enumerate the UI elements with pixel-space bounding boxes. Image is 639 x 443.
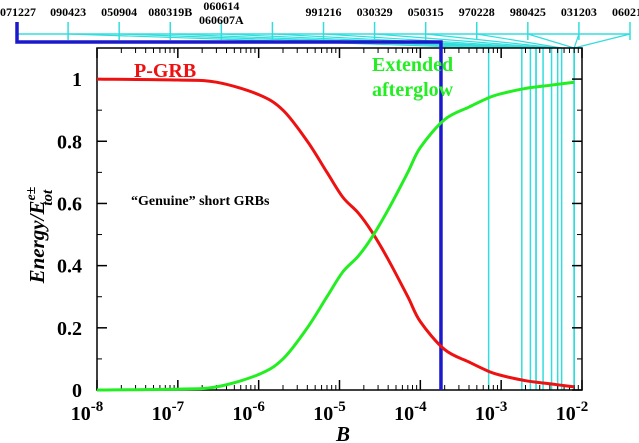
y-tick-label-3: 0.6 <box>57 193 82 215</box>
axis-ticks: 10-8 10-7 10-6 10-5 10-4 10-3 10-200.20.40.60.… <box>57 48 588 425</box>
y-tick-label-1: 0.2 <box>57 318 82 340</box>
x-tick-label-4: 10-4 <box>394 399 427 425</box>
blue-marker-071227 <box>15 22 443 390</box>
grb-top-label-9: 970228 <box>459 5 495 19</box>
grb-top-label-6: 991216 <box>306 5 342 19</box>
y-axis-title-sub: tot <box>40 189 56 206</box>
grb-connector-6 <box>374 33 552 49</box>
grb-top-label-2: 050904 <box>101 5 137 19</box>
x-tick-label-6: 10-2 <box>556 399 589 425</box>
plot-frame <box>96 47 583 391</box>
x-tick-label-exp: -8 <box>91 399 104 415</box>
x-axis-title: B <box>335 422 350 443</box>
x-tick-label-base: 10 <box>232 403 252 425</box>
grb-top-label-0: 071227 <box>0 5 36 19</box>
grb-top-label-5: 060607A <box>199 13 244 27</box>
x-tick-label-exp: -7 <box>172 399 185 415</box>
grb-marker-lines <box>487 48 575 390</box>
x-tick-label-5: 10-3 <box>475 399 508 425</box>
x-tick-label-3: 10-5 <box>313 399 346 425</box>
x-tick-label-base: 10 <box>152 403 172 425</box>
x-tick-label-exp: -2 <box>576 399 589 415</box>
grb-top-label-4: 060614 <box>203 0 239 13</box>
x-tick-label-base: 10 <box>475 403 495 425</box>
y-tick-label-0: 0 <box>72 380 82 402</box>
genuine-short-grbs-annotation: “Genuine” short GRBs <box>131 194 270 209</box>
y-tick-label-2: 0.4 <box>57 256 82 278</box>
grb-connector-7 <box>425 33 558 49</box>
series-line-extended-afterglow <box>96 80 575 392</box>
x-tick-label-2: 10-6 <box>232 399 265 425</box>
grb-top-label-7: 030329 <box>357 5 393 19</box>
grb-connector-9 <box>527 33 575 49</box>
x-tick-label-base: 10 <box>556 403 576 425</box>
x-tick-label-exp: -5 <box>333 399 346 415</box>
grb-top-label-1: 090423 <box>50 5 86 19</box>
series-label-afterglow-line1: Extended <box>372 54 453 76</box>
series-line-p-grb <box>96 77 575 389</box>
series-label-p-grb: P-GRB <box>134 60 196 82</box>
grb-connector-10 <box>573 33 580 49</box>
series-label-afterglow-line2: afterglow <box>372 79 454 101</box>
grb-top-label-10: 980425 <box>510 5 546 19</box>
y-axis-title-main: Energy/E <box>25 201 49 285</box>
grb-top-label-3: 080319B <box>148 5 192 19</box>
x-tick-label-exp: -3 <box>495 399 508 415</box>
x-tick-label-exp: -4 <box>414 399 427 415</box>
labels-layer: P-GRB Extended afterglow “Genuine” short… <box>24 54 454 443</box>
y-axis-title: Energy/Ee±tot <box>24 186 56 284</box>
x-tick-label-base: 10 <box>394 403 414 425</box>
grb-top-label-11: 031203 <box>561 5 597 19</box>
series-layer <box>15 22 575 392</box>
grb-top-label-12: 060218 <box>612 5 639 19</box>
x-tick-label-base: 10 <box>313 403 333 425</box>
y-tick-label-4: 0.8 <box>57 131 82 153</box>
x-tick-label-exp: -6 <box>252 399 265 415</box>
x-tick-label-1: 10-7 <box>152 399 185 425</box>
grb-connector-8 <box>476 33 562 49</box>
grb-top-label-8: 050315 <box>408 5 444 19</box>
x-tick-label-base: 10 <box>71 403 91 425</box>
y-axis-title-sup: e± <box>24 186 39 200</box>
grb-connector-11 <box>574 33 631 49</box>
x-tick-label-0: 10-8 <box>71 399 104 425</box>
y-tick-label-5: 1 <box>72 69 82 91</box>
grb-bracket-layer <box>17 22 631 49</box>
